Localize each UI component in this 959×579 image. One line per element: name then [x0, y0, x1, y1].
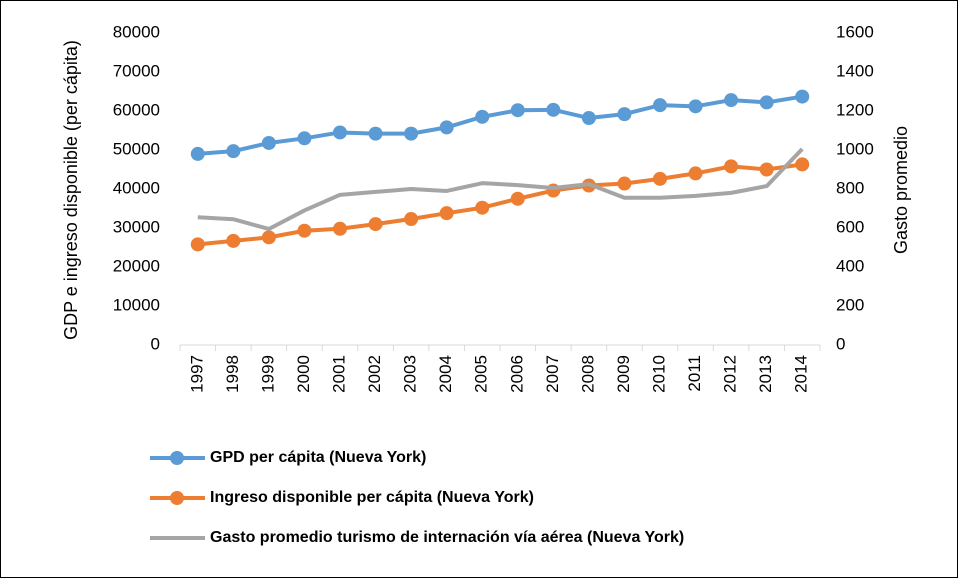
x-tick-label: 1997: [187, 355, 206, 393]
x-tick-label: 2002: [365, 355, 384, 393]
y2-tick-label: 200: [836, 295, 864, 314]
y2-tick-label: 1200: [836, 100, 874, 119]
legend-label: Ingreso disponible per cápita (Nueva Yor…: [210, 489, 534, 506]
y-tick-label: 10000: [113, 295, 160, 314]
legend-marker: [170, 451, 184, 465]
y-tick-label: 60000: [113, 100, 160, 119]
x-tick-label: 2007: [543, 355, 562, 393]
series-marker: [190, 146, 205, 161]
y-tick-label: 70000: [113, 61, 160, 80]
x-tick-label: 2004: [436, 355, 455, 393]
series-marker: [404, 126, 419, 141]
series-marker: [617, 107, 632, 122]
y-tick-label: 50000: [113, 139, 160, 158]
series-marker: [368, 217, 383, 232]
series-marker: [261, 230, 276, 245]
y-tick-label: 80000: [113, 22, 160, 41]
series-marker: [439, 206, 454, 221]
x-tick-label: 1999: [258, 355, 277, 393]
series-marker: [333, 125, 347, 140]
series-marker: [404, 212, 419, 227]
legend-marker: [170, 491, 184, 505]
y-tick-label: 20000: [113, 256, 160, 275]
series-marker: [546, 102, 561, 117]
series-marker: [190, 237, 205, 252]
y-axis-title: GDP e ingreso disponible (per cápita): [61, 40, 81, 340]
series-marker: [368, 126, 383, 141]
x-tick-label: 2008: [578, 355, 597, 393]
series-marker: [688, 99, 703, 114]
series-marker: [439, 120, 454, 135]
y-tick-label: 40000: [113, 178, 160, 197]
series-marker: [581, 111, 596, 126]
series-marker: [333, 221, 347, 236]
x-tick-label: 1998: [223, 355, 242, 393]
x-tick-label: 2012: [721, 355, 740, 393]
y2-tick-label: 600: [836, 217, 864, 236]
series-marker: [226, 233, 241, 248]
y2-tick-label: 0: [836, 334, 845, 353]
series-marker: [510, 103, 525, 118]
y2-tick-label: 1400: [836, 61, 874, 80]
x-tick-label: 2014: [792, 355, 811, 393]
x-tick-label: 2009: [614, 355, 633, 393]
series-marker: [226, 144, 241, 159]
x-tick-label: 2011: [685, 355, 704, 392]
x-tick-label: 2013: [756, 355, 775, 393]
x-tick-label: 2003: [401, 355, 420, 393]
series-marker: [297, 131, 312, 146]
series-marker: [759, 95, 774, 110]
series-marker: [653, 98, 667, 113]
x-tick-label: 2010: [649, 355, 668, 393]
series-marker: [297, 223, 312, 238]
series-marker: [617, 176, 632, 191]
y2-tick-label: 400: [836, 256, 864, 275]
series-marker: [724, 93, 739, 108]
x-tick-label: 2006: [507, 355, 526, 393]
legend-label: GPD per cápita (Nueva York): [210, 449, 426, 466]
series-marker: [261, 135, 276, 150]
y2-axis-title: Gasto promedio: [891, 126, 911, 254]
x-tick-label: 2000: [294, 355, 313, 393]
series-marker: [759, 162, 774, 177]
series-marker: [510, 191, 525, 206]
series-marker: [688, 166, 703, 181]
series-marker: [475, 109, 490, 124]
series-line: [197, 147, 804, 231]
series-marker: [653, 171, 667, 186]
y2-tick-label: 800: [836, 178, 864, 197]
series-marker: [724, 159, 739, 174]
y2-tick-label: 1000: [836, 139, 874, 158]
y2-tick-label: 1600: [836, 22, 874, 41]
series-marker: [475, 200, 490, 215]
y-tick-label: 30000: [113, 217, 160, 236]
y-tick-label: 0: [151, 334, 160, 353]
legend-label: Gasto promedio turismo de internación ví…: [210, 529, 684, 546]
x-tick-label: 2001: [329, 355, 348, 393]
series-marker: [795, 89, 810, 104]
series-marker: [795, 157, 810, 172]
x-tick-label: 2005: [472, 355, 491, 393]
